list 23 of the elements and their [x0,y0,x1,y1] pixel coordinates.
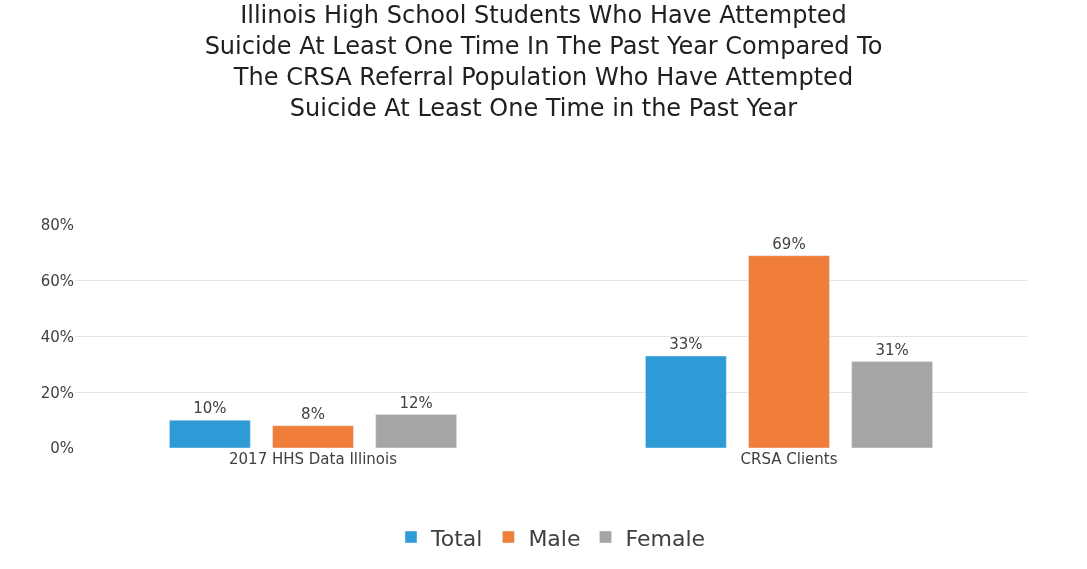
y-tick-label: 0% [50,439,74,458]
data-label: 12% [399,393,433,412]
data-label: 8% [301,404,325,423]
y-tick-label: 40% [40,327,74,346]
legend-label: Total [430,525,483,551]
legend-label: Female [625,525,706,551]
x-tick-label: 2017 HHS Data Illinois [229,450,398,468]
chart-title: Illinois High School Students Who Have Attempted Suicide At Least One Time In The Past Year Compared To The CRSA Referral Population Who Have Attempted Suicide At Least One Time in the Past Year [204,0,883,123]
bar [851,361,933,448]
bar [272,425,354,448]
data-label: 31% [875,340,909,359]
legend-label: Male [528,525,581,551]
data-label: 33% [669,335,703,354]
bar [169,419,251,448]
y-tick-label: 20% [40,383,74,402]
x-tick-label: CRSA Clients [740,450,838,468]
bar [375,414,457,448]
bar [645,355,727,448]
y-tick-label: 80% [40,216,74,235]
y-tick-label: 60% [40,272,74,290]
bar [748,255,830,448]
data-label: 10% [193,399,227,418]
data-label: 69% [772,234,806,253]
